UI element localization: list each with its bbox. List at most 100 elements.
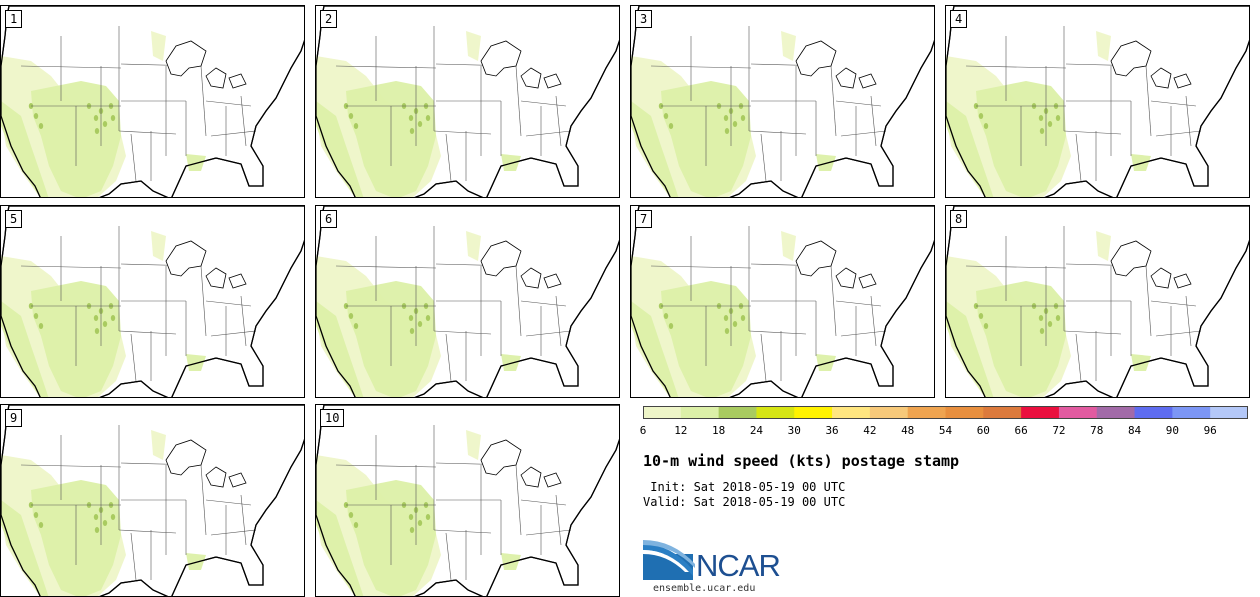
wind-shading [466, 430, 481, 460]
map-svg [946, 6, 1249, 197]
wind-hotspot [983, 123, 989, 129]
wind-hotspot [417, 321, 423, 327]
state-boundary [130, 532, 137, 581]
state-boundary [525, 330, 572, 337]
map-svg [946, 206, 1249, 397]
colorbar-segment [1058, 406, 1098, 419]
state-boundary [130, 333, 137, 382]
colorbar-segment [756, 406, 795, 419]
state-boundary [205, 499, 252, 506]
wind-hotspot [94, 527, 100, 533]
state-boundary [515, 65, 522, 137]
map-panel-9: 9 [0, 404, 305, 597]
great-lakes [1110, 240, 1192, 289]
wind-hotspot [33, 512, 39, 518]
state-boundary [1155, 330, 1202, 337]
colorbar-tick-label: 12 [674, 424, 688, 437]
state-boundary [130, 133, 137, 182]
great-lakes [480, 40, 562, 89]
state-boundary [650, 65, 752, 69]
map-panel-8: 8 [945, 205, 1250, 398]
wind-shading [816, 154, 836, 171]
map-svg [1, 6, 304, 197]
colorbar-tick-label: 6 [639, 424, 647, 437]
wind-shading [151, 231, 166, 261]
state-boundary [205, 100, 252, 107]
wind-shading [631, 101, 679, 197]
great-lakes [165, 240, 247, 289]
great-lakes [480, 439, 562, 488]
state-boundary [1145, 65, 1152, 137]
colorbar [643, 406, 1248, 419]
panel-number: 5 [5, 210, 23, 228]
state-boundary [748, 330, 807, 335]
wind-hotspot [417, 121, 423, 127]
state-boundary [840, 130, 887, 137]
state-boundary [1063, 130, 1122, 135]
colorbar-tick-label: 48 [901, 424, 915, 437]
great-lakes [795, 240, 877, 289]
colorbar-segment [680, 406, 720, 419]
state-boundary [965, 265, 1067, 269]
wind-hotspot [408, 115, 414, 121]
state-boundary [240, 95, 247, 147]
figure-title: 10-m wind speed (kts) postage stamp [643, 452, 960, 470]
wind-shading [501, 553, 521, 570]
map-panel-4: 4 [945, 5, 1250, 198]
panel-number: 9 [5, 409, 23, 427]
wind-shading [1096, 231, 1111, 261]
wind-hotspot [1039, 128, 1045, 134]
wind-hotspot [409, 527, 415, 533]
colorbar-tick-label: 24 [749, 424, 764, 437]
wind-hotspot [102, 520, 108, 526]
wind-shading [186, 154, 206, 171]
wind-hotspot [353, 123, 359, 129]
wind-hotspot [1055, 115, 1061, 121]
colorbar-tick-label: 84 [1127, 424, 1142, 437]
wind-hotspot [425, 514, 431, 520]
colorbar-outline [643, 406, 1248, 419]
wind-hotspot [417, 520, 423, 526]
colorbar-segment [983, 406, 1022, 419]
colorbar-segment [643, 406, 682, 419]
wind-hotspot [348, 512, 354, 518]
state-boundary [118, 529, 177, 534]
colorbar-segment [945, 406, 984, 419]
state-boundary [1075, 333, 1082, 382]
state-boundary [1063, 330, 1122, 335]
state-boundary [748, 130, 807, 135]
state-boundary [445, 532, 452, 581]
state-boundary [1185, 295, 1192, 347]
wind-hotspot [732, 121, 738, 127]
panel-number: 10 [320, 409, 345, 427]
colorbar-segment [1172, 406, 1211, 419]
wind-hotspot [1047, 121, 1053, 127]
wind-hotspot [38, 123, 44, 129]
wind-shading [186, 354, 206, 371]
wind-shading [466, 231, 481, 261]
panel-number: 1 [5, 10, 23, 28]
wind-hotspot [1047, 321, 1053, 327]
site-url: ensemble.ucar.edu [653, 583, 756, 594]
wind-hotspot [110, 115, 116, 121]
wind-hotspot [93, 514, 99, 520]
state-boundary [335, 265, 437, 269]
init-time: Init: Sat 2018-05-19 00 UTC [643, 480, 846, 494]
state-boundary [555, 95, 562, 147]
state-boundary [515, 464, 522, 536]
state-boundary [200, 65, 207, 137]
wind-shading [781, 31, 796, 61]
state-boundary [240, 494, 247, 546]
colorbar-tick-label: 42 [863, 424, 877, 437]
state-boundary [870, 295, 877, 347]
colorbar-segment [794, 406, 833, 419]
state-boundary [20, 464, 122, 468]
wind-hotspot [732, 321, 738, 327]
state-boundary [335, 65, 437, 69]
wind-hotspot [409, 328, 415, 334]
state-boundary [515, 265, 522, 337]
state-boundary [20, 265, 122, 269]
state-boundary [525, 130, 572, 137]
coastline [946, 206, 1249, 397]
state-boundary [205, 300, 252, 307]
